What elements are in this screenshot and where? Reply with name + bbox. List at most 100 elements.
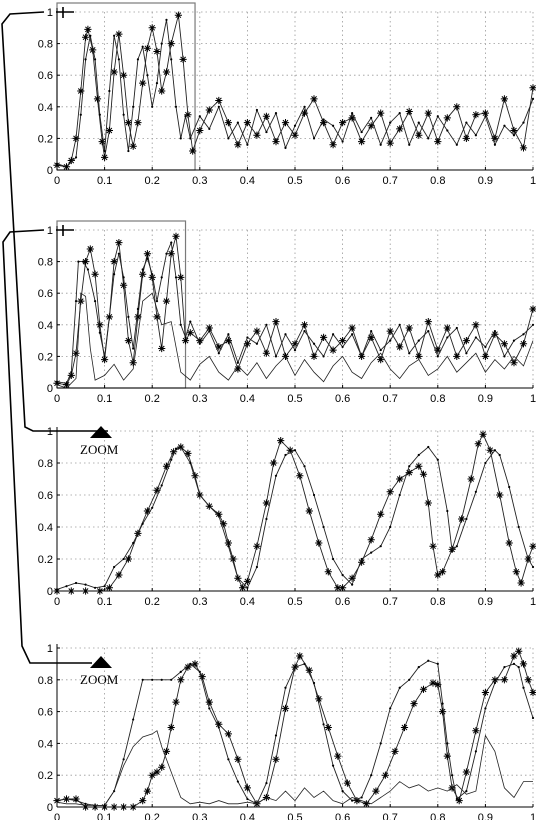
data-point-star (443, 114, 451, 122)
y-tick-label: 0.6 (38, 70, 53, 82)
data-point-star (172, 698, 180, 706)
data-point-star (329, 346, 337, 354)
data-point-dot (322, 723, 325, 726)
data-point-dot (417, 453, 420, 457)
data-point-star (124, 337, 132, 345)
data-point-dot (89, 34, 92, 37)
data-point-star (191, 472, 199, 480)
x-tick-label: 0 (54, 812, 60, 820)
data-point-dot (208, 707, 211, 710)
data-point-dot (127, 149, 130, 153)
data-point-star (105, 584, 113, 592)
x-tick-label: 0.3 (192, 393, 207, 405)
data-point-dot (360, 557, 363, 561)
data-point-star (519, 660, 528, 668)
data-point-star (62, 381, 71, 389)
data-point-star (415, 462, 423, 470)
data-point-star (415, 352, 423, 360)
x-tick-label: 0 (54, 175, 60, 187)
data-point-star (419, 470, 428, 478)
data-point-dot (389, 121, 392, 124)
data-point-dot (265, 130, 268, 134)
data-point-dot (174, 447, 178, 450)
data-point-star (129, 359, 137, 367)
data-point-star (262, 499, 270, 507)
data-point-dot (151, 273, 154, 276)
data-point-star (386, 327, 394, 335)
data-point-dot (312, 681, 316, 685)
data-point-star (143, 250, 151, 258)
x-tick-label: 0.1 (97, 175, 112, 187)
data-point-dot (303, 465, 306, 468)
data-point-dot (165, 18, 168, 21)
data-point-star (139, 797, 147, 805)
data-point-star (305, 507, 313, 515)
data-point-dot (189, 461, 192, 465)
y-tick-label: 0.4 (38, 738, 53, 750)
data-point-star (143, 44, 151, 52)
data-point-dot (208, 505, 211, 508)
zoom-label: ZOOM (80, 672, 119, 687)
data-point-star (391, 747, 399, 755)
data-point-star (272, 318, 280, 326)
x-tick-label: 0.9 (478, 812, 493, 820)
data-point-star (84, 25, 92, 33)
data-point-star (82, 33, 90, 41)
series-line-1 (56, 236, 534, 386)
data-point-star (167, 40, 175, 48)
data-point-dot (65, 165, 68, 168)
data-point-dot (103, 355, 106, 358)
data-point-star (472, 727, 480, 735)
data-point-dot (389, 525, 392, 529)
data-point-star (153, 768, 161, 776)
data-point-dot (208, 330, 211, 333)
data-point-star (386, 488, 394, 496)
data-point-dot (74, 581, 78, 585)
data-point-dot (474, 750, 477, 753)
data-point-dot (379, 545, 382, 548)
data-point-dot (246, 143, 249, 146)
data-point-dot (474, 336, 477, 339)
data-point-star (358, 138, 366, 146)
data-point-star (205, 698, 213, 706)
data-point-star (262, 112, 270, 120)
data-point-dot (531, 323, 535, 326)
data-point-dot (274, 734, 278, 737)
data-point-dot (74, 300, 78, 303)
data-point-star (234, 755, 242, 763)
data-point-dot (436, 458, 439, 461)
data-point-dot (360, 130, 363, 134)
y-tick-label: 0 (47, 586, 53, 598)
data-point-star (243, 577, 251, 585)
data-point-star (405, 107, 413, 116)
data-point-star (82, 258, 90, 266)
data-point-dot (398, 493, 401, 497)
data-point-star (491, 134, 499, 142)
data-point-dot (446, 509, 449, 513)
data-point-star (439, 568, 447, 576)
y-tick-label: 0.8 (38, 39, 53, 51)
data-point-dot (284, 686, 287, 689)
x-tick-label: 1 (530, 596, 536, 608)
data-point-dot (184, 336, 187, 339)
y-tick-label: 0 (47, 383, 53, 395)
data-point-star (191, 660, 199, 668)
data-point-star (91, 270, 99, 278)
data-point-star (272, 138, 280, 146)
x-tick-label: 0.5 (287, 393, 302, 405)
data-point-star (481, 688, 489, 697)
data-point-star (486, 446, 494, 454)
data-point-dot (293, 348, 297, 352)
data-point-star (300, 321, 309, 329)
data-point-dot (465, 121, 468, 124)
data-point-star (243, 784, 251, 792)
data-point-star (262, 349, 270, 357)
data-point-dot (351, 333, 354, 336)
data-point-star (320, 119, 328, 127)
data-point-star (348, 114, 356, 122)
data-point-dot (446, 129, 449, 132)
data-point-dot (312, 493, 316, 497)
data-point-star (177, 676, 185, 684)
x-tick-label: 0.9 (478, 596, 493, 608)
data-point-star (300, 109, 309, 117)
